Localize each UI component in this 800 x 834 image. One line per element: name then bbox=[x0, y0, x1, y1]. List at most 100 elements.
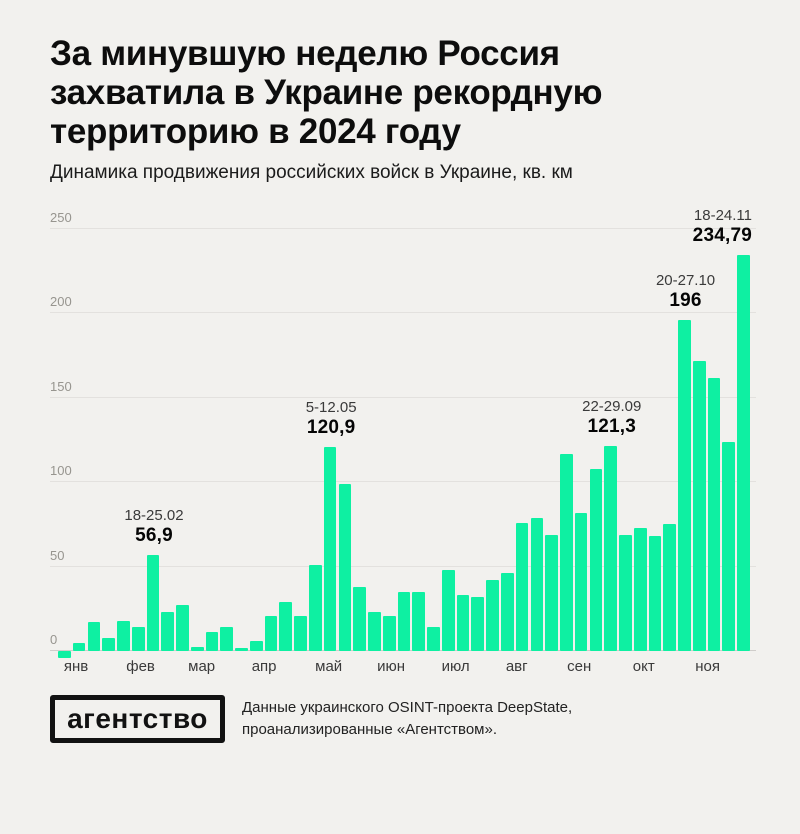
month-label-ноя: ноя bbox=[695, 658, 720, 675]
bar-week-21 bbox=[353, 586, 366, 651]
month-label-авг: авг bbox=[505, 658, 528, 675]
bar-week-27 bbox=[441, 569, 455, 651]
annotation-value: 120,9 bbox=[306, 416, 356, 438]
bar-week-6 bbox=[131, 627, 145, 651]
month-label-янв: янв bbox=[63, 658, 89, 675]
bar-week-12 bbox=[220, 627, 234, 651]
bar-week-1 bbox=[58, 651, 71, 658]
annotation-value: 196 bbox=[669, 290, 702, 312]
bar-week-41 bbox=[648, 536, 662, 651]
bar-week-18 bbox=[309, 564, 322, 651]
bar-week-9 bbox=[176, 605, 189, 651]
gridline-200 bbox=[50, 312, 756, 314]
bar-week-8 bbox=[161, 612, 175, 651]
agentstvo-logo-text: агентство bbox=[67, 703, 208, 734]
bar-week-23 bbox=[382, 615, 396, 651]
bar-week-16 bbox=[279, 602, 293, 651]
bar-week-31 bbox=[500, 573, 514, 651]
bar-week-33 bbox=[530, 517, 544, 651]
bar-week-7 bbox=[146, 554, 160, 651]
bar-week-3 bbox=[87, 622, 101, 651]
annotation-date: 18-24.11 bbox=[693, 206, 752, 224]
bar-week-13 bbox=[235, 648, 248, 651]
data-source-note: Данные украинского OSINT-проекта DeepSta… bbox=[242, 697, 572, 741]
annotation-22-29.09: 22-29.09 121,3 bbox=[582, 397, 641, 438]
title-line-2: захватила в Украине рекордную bbox=[50, 73, 603, 112]
bar-week-36 bbox=[574, 512, 588, 651]
source-line-1: Данные украинского OSINT-проекта DeepSta… bbox=[242, 699, 573, 716]
bar-week-44 bbox=[692, 360, 706, 651]
bar-week-38 bbox=[604, 446, 618, 651]
bar-week-46 bbox=[722, 441, 736, 651]
y-tick-label-0: 0 bbox=[50, 632, 58, 647]
bar-week-10 bbox=[190, 646, 204, 651]
annotation-date: 22-29.09 bbox=[582, 398, 642, 416]
annotation-18-24.11: 18-24.11 234,79 bbox=[693, 206, 752, 247]
annotation-value: 56,9 bbox=[135, 524, 173, 546]
month-label-апр: апр bbox=[251, 658, 277, 675]
bar-week-40 bbox=[633, 527, 647, 651]
title-line-1: За минувшую неделю Россия bbox=[50, 34, 560, 73]
gridline-250 bbox=[50, 228, 756, 229]
bar-week-29 bbox=[471, 596, 485, 651]
bar-week-15 bbox=[264, 616, 278, 651]
bar-week-14 bbox=[249, 640, 263, 651]
bar-week-32 bbox=[515, 522, 529, 651]
bar-week-19 bbox=[323, 446, 337, 651]
chart-subtitle: Динамика продвижения российских войск в … bbox=[50, 162, 573, 183]
y-tick-label-150: 150 bbox=[50, 378, 72, 394]
title-line-3: территорию в 2024 году bbox=[50, 112, 461, 151]
y-tick-label-250: 250 bbox=[50, 210, 72, 225]
bar-week-25 bbox=[412, 591, 426, 651]
month-label-фев: фев bbox=[126, 658, 155, 675]
bar-week-30 bbox=[486, 580, 499, 651]
annotation-date: 18-25.02 bbox=[124, 506, 184, 524]
month-label-сен: сен bbox=[567, 658, 592, 675]
month-label-окт: окт bbox=[632, 658, 655, 675]
month-label-июл: июл bbox=[441, 658, 470, 675]
bar-week-43 bbox=[678, 320, 691, 651]
bar-week-11 bbox=[205, 632, 219, 651]
source-line-2: проанализированные «Агентством». bbox=[242, 721, 497, 738]
bar-week-2 bbox=[72, 642, 86, 651]
bar-week-47 bbox=[737, 254, 750, 651]
month-label-июн: июн bbox=[377, 658, 406, 675]
annotation-date: 5-12.05 bbox=[305, 398, 357, 416]
bar-week-28 bbox=[456, 595, 470, 651]
bar-week-39 bbox=[619, 534, 632, 651]
bar-week-5 bbox=[117, 620, 130, 651]
bar-week-22 bbox=[368, 612, 381, 651]
bar-week-26 bbox=[427, 627, 440, 651]
bar-week-4 bbox=[102, 637, 115, 651]
footer: агентство Данные украинского OSINT-проек… bbox=[50, 695, 756, 743]
annotation-20-27.10: 20-27.10 196 bbox=[656, 271, 715, 312]
bar-week-17 bbox=[294, 616, 307, 651]
page-title: За минувшую неделю Россия захватила в Ук… bbox=[50, 34, 756, 151]
bar-week-20 bbox=[338, 483, 352, 651]
plot-area: 0 50 100 150 200 250 18-25.02 56,9 5-12.05 120,9… bbox=[50, 207, 756, 658]
bar-week-34 bbox=[545, 534, 558, 651]
gridline-150 bbox=[50, 396, 756, 398]
annotation-5-12.05: 5-12.05 120,9 bbox=[306, 398, 357, 439]
bars-area: 18-25.02 56,9 5-12.05 120,9 22-29.09 121,3 20-… bbox=[58, 207, 752, 658]
bar-week-37 bbox=[589, 468, 603, 651]
bar-week-35 bbox=[560, 453, 573, 651]
annotation-value: 234,79 bbox=[692, 224, 752, 246]
bar-week-24 bbox=[397, 591, 411, 651]
month-label-мар: мар bbox=[188, 658, 216, 675]
annotation-18-25.02: 18-25.02 56,9 bbox=[124, 506, 183, 547]
annotation-value: 121,3 bbox=[587, 416, 636, 438]
y-tick-label-200: 200 bbox=[50, 294, 72, 310]
bar-chart: 0 50 100 150 200 250 18-25.02 56,9 5-12.05 120,9… bbox=[50, 206, 756, 675]
annotation-date: 20-27.10 bbox=[655, 272, 716, 290]
month-label-май: май bbox=[315, 658, 343, 675]
y-tick-label-50: 50 bbox=[50, 547, 65, 563]
bar-week-45 bbox=[707, 377, 721, 651]
y-tick-label-100: 100 bbox=[50, 463, 72, 479]
gridline-50 bbox=[50, 565, 756, 567]
agentstvo-logo: агентство bbox=[50, 695, 225, 743]
gridline-100 bbox=[50, 481, 756, 483]
infographic: За минувшую неделю Россия захватила в Ук… bbox=[0, 34, 800, 743]
x-axis-months: янв фев мар апр май июн июл авг сен окт ноя bbox=[58, 658, 752, 678]
bar-week-42 bbox=[663, 524, 677, 651]
